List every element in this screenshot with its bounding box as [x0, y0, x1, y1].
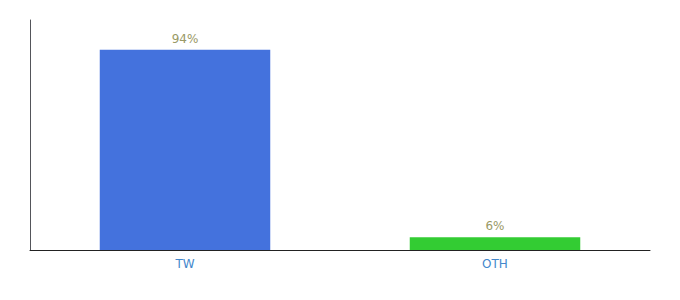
svg-text:94%: 94%	[172, 32, 199, 46]
svg-text:OTH: OTH	[482, 257, 508, 271]
svg-text:TW: TW	[174, 257, 194, 271]
svg-text:6%: 6%	[485, 219, 504, 233]
